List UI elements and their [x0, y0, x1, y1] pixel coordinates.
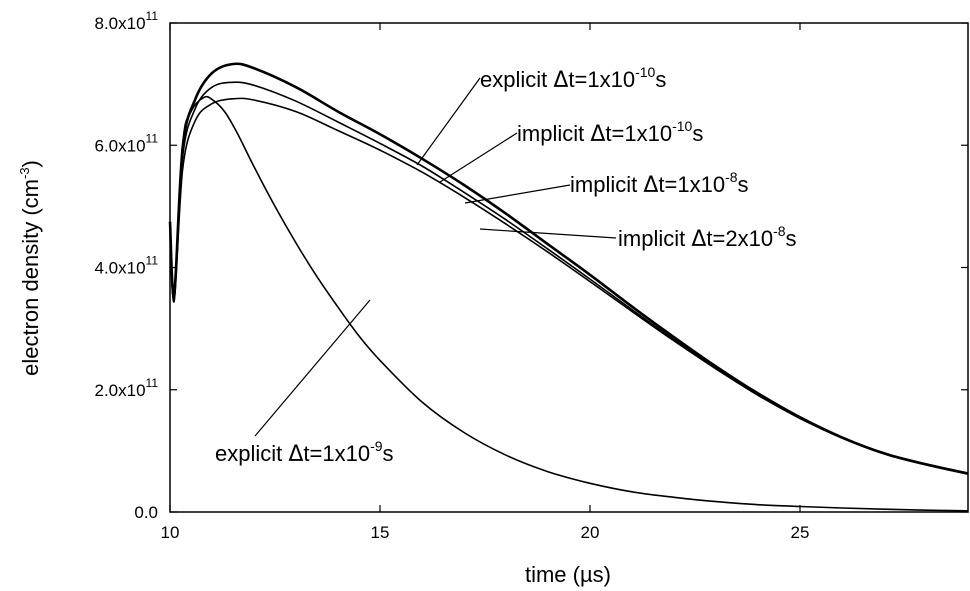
series-line-2: [169, 97, 969, 475]
annotation-leader: [254, 299, 371, 437]
y-axis-ticks: 0.0 2.0x1011 4.0x1011 6.0x1011 8.0x1011: [94, 9, 968, 522]
annotation-leader: [416, 77, 481, 166]
annotation-label: explicit Δt=1x10-9s: [215, 438, 394, 467]
y-axis-title-base: electron density (cm: [18, 179, 43, 376]
annotation-leader: [479, 228, 617, 239]
x-axis-ticks: 10 15 20 25: [161, 23, 810, 542]
x-tick-label: 20: [581, 523, 600, 542]
annotations: explicit Δt=1x10-10s implicit Δt=1x10-10s…: [215, 64, 797, 467]
y-tick-label: 6.0x1011: [94, 131, 158, 155]
annotation-label: implicit Δt=1x10-8s: [570, 169, 749, 198]
annotation-label: explicit Δt=1x10-10s: [480, 64, 666, 93]
x-tick-label: 25: [791, 523, 810, 542]
x-tick-label: 10: [161, 523, 180, 542]
annotation-leader: [439, 132, 518, 183]
y-tick-label: 2.0x1011: [94, 376, 158, 400]
y-axis-title-tail: ): [18, 160, 43, 167]
annotation-leader: [464, 184, 571, 204]
y-tick-label: 8.0x1011: [94, 9, 158, 33]
series-lines: [168, 62, 969, 512]
annotation-label: implicit Δt=2x10-8s: [618, 223, 797, 252]
x-axis-title: time (µs): [525, 562, 611, 587]
x-tick-label: 15: [371, 523, 390, 542]
annotation-label: implicit Δt=1x10-10s: [517, 118, 703, 147]
series-line-3: [169, 95, 969, 512]
y-axis-title-sup: -3: [17, 167, 32, 179]
y-tick-label: 4.0x1011: [94, 254, 158, 278]
y-axis-title: electron density (cm-3): [17, 160, 43, 376]
y-tick-label: 0.0: [134, 503, 158, 522]
